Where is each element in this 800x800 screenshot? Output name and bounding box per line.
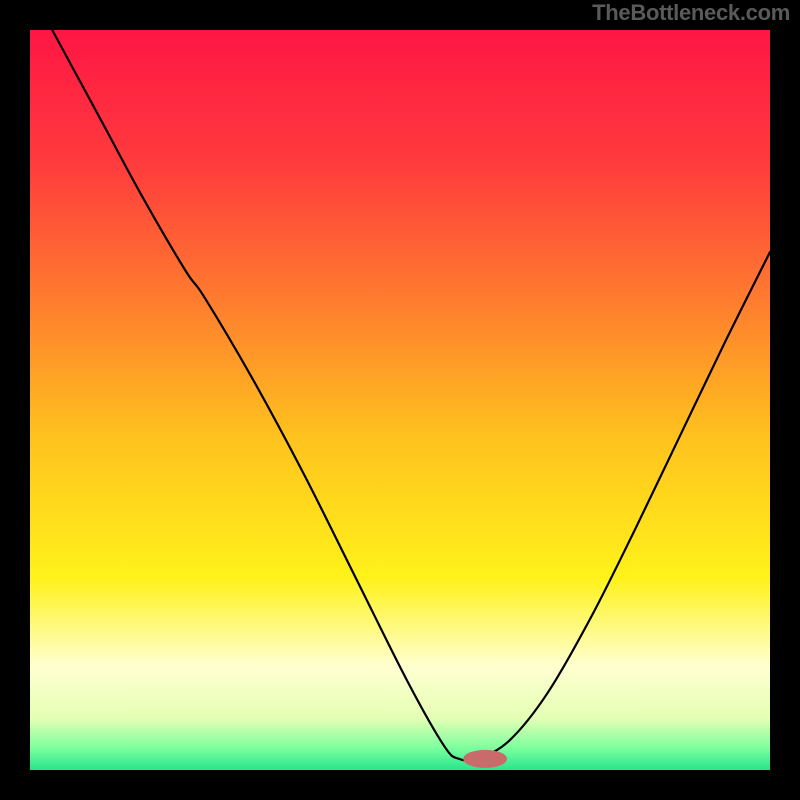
gradient-background (30, 30, 770, 770)
chart-canvas: TheBottleneck.com (0, 0, 800, 800)
optimal-point-marker (463, 750, 507, 768)
bottleneck-plot (30, 30, 770, 770)
attribution-text: TheBottleneck.com (592, 0, 790, 26)
